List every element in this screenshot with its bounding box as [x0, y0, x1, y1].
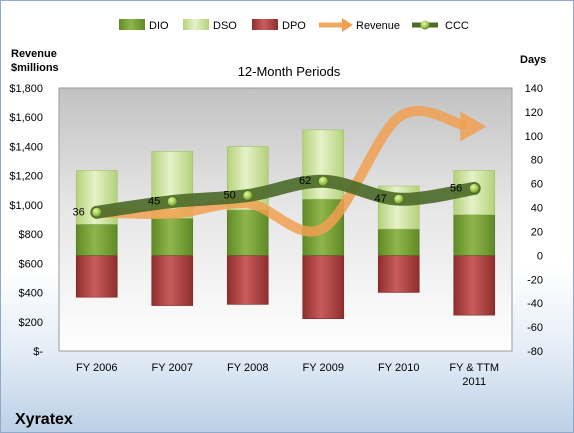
revenue-line-series — [91, 106, 487, 237]
category-tick-label: FY 2010 — [378, 362, 419, 374]
right-axis-tick-label: -40 — [527, 298, 543, 310]
category-tick-label: FY & TTM 2011 — [449, 362, 499, 388]
right-axis-tick-label: 80 — [531, 155, 543, 167]
legend-swatch-dso — [183, 19, 209, 30]
dpo-bar — [302, 255, 345, 320]
category-axis-ticks: FY 2006 FY 2007 FY 2008 FY 2009 FY 2010 FY & … — [76, 362, 499, 388]
legend-label-dpo: DPO — [282, 20, 306, 32]
ccc-point — [317, 175, 329, 187]
ccc-data-label: 47 — [375, 193, 387, 205]
dio-bar — [226, 209, 269, 256]
company-name: Xyratex — [15, 411, 73, 428]
left-axis-tick-label: $- — [33, 346, 43, 358]
left-axis-tick-label: $400 — [19, 288, 43, 300]
right-axis-tick-label: 60 — [531, 179, 543, 191]
left-axis-tick-label: $800 — [19, 229, 43, 241]
chart-title: 12-Month Periods — [238, 64, 341, 79]
legend-label-ccc: CCC — [445, 20, 469, 32]
ccc-point — [393, 193, 405, 205]
dpo-bar — [453, 255, 496, 316]
left-axis-tick-label: $1,200 — [9, 171, 43, 183]
left-axis-tick-label: $1,600 — [9, 112, 43, 124]
left-axis-ticks: $- $200 $400 $600 $800 $1,000 $1,200 $1,400 $1,6… — [9, 83, 43, 358]
right-axis-ticks: -80 -60 -40 -20 0 20 40 60 80 100 120 140 — [525, 83, 543, 358]
left-axis-tick-label: $1,800 — [9, 83, 43, 95]
left-axis-tick-label: $1,400 — [9, 141, 43, 153]
ccc-data-label: 62 — [299, 175, 311, 187]
right-axis-tick-label: -20 — [527, 274, 543, 286]
category-tick-label: FY 2006 — [76, 362, 117, 374]
right-axis-tick-label: -60 — [527, 322, 543, 334]
dio-bar — [377, 228, 420, 256]
legend-swatch-revenue — [319, 18, 353, 32]
ccc-data-label: 45 — [148, 196, 160, 208]
right-axis-tick-label: 140 — [525, 83, 543, 95]
category-tick-label: FY 2007 — [152, 362, 193, 374]
right-axis-tick-label: 20 — [531, 226, 543, 238]
ccc-data-label: 36 — [73, 206, 85, 218]
ccc-line-series: 36 45 50 62 47 56 — [73, 174, 481, 219]
left-axis-tick-label: $200 — [19, 317, 43, 329]
category-tick-label: FY 2009 — [303, 362, 344, 374]
ccc-point — [166, 196, 178, 207]
right-axis-tick-label: 100 — [525, 131, 543, 143]
dpo-bar — [75, 255, 118, 298]
left-axis-title-line2: $millions — [11, 62, 59, 74]
legend-label-dio: DIO — [149, 20, 169, 32]
dio-bar — [151, 218, 194, 256]
dpo-bar — [151, 255, 194, 306]
ccc-point — [242, 190, 254, 201]
dio-bar — [75, 223, 118, 256]
legend-swatch-dio — [119, 19, 145, 30]
left-axis-tick-label: $1,000 — [9, 200, 43, 212]
ccc-data-label: 56 — [450, 182, 462, 194]
legend-label-revenue: Revenue — [356, 20, 400, 32]
right-axis-tick-label: 0 — [537, 250, 543, 262]
ccc-point — [91, 206, 103, 218]
ccc-point — [468, 183, 480, 194]
right-axis-tick-label: -80 — [527, 346, 543, 358]
left-axis-tick-label: $600 — [19, 258, 43, 270]
legend: DIO DSO DPO Revenue CCC — [119, 18, 469, 32]
dio-bar — [453, 214, 496, 256]
dpo-bar — [377, 255, 420, 293]
dpo-bar — [226, 255, 269, 305]
legend-swatch-dpo — [252, 19, 278, 30]
legend-label-dso: DSO — [213, 20, 237, 32]
ccc-line — [90, 174, 481, 219]
revenue-arrowhead — [460, 111, 487, 142]
left-axis-title-line1: Revenue — [11, 48, 57, 60]
right-axis-tick-label: 40 — [531, 203, 543, 215]
legend-swatch-ccc — [412, 20, 438, 30]
right-axis-title: Days — [520, 54, 546, 66]
category-tick-label: FY 2008 — [227, 362, 268, 374]
ccc-data-label: 50 — [224, 190, 236, 202]
right-axis-tick-label: 120 — [525, 107, 543, 119]
revenue-line — [91, 106, 468, 237]
